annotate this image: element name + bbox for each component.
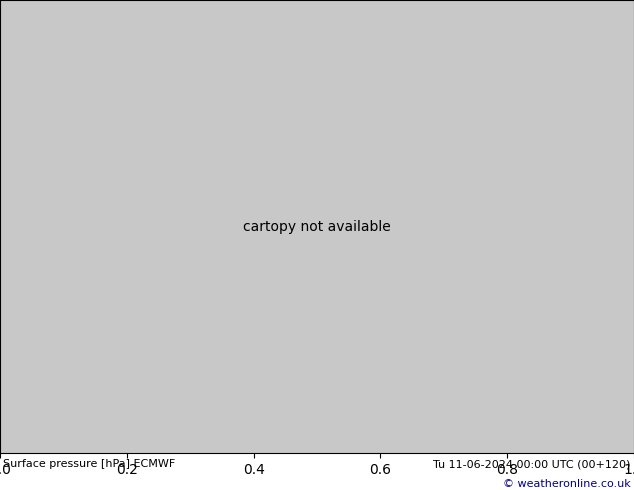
Text: cartopy not available: cartopy not available <box>243 220 391 234</box>
Text: Surface pressure [hPa] ECMWF: Surface pressure [hPa] ECMWF <box>3 459 176 469</box>
Text: © weatheronline.co.uk: © weatheronline.co.uk <box>503 480 631 490</box>
Text: Tu 11-06-2024 00:00 UTC (00+120): Tu 11-06-2024 00:00 UTC (00+120) <box>434 459 631 469</box>
